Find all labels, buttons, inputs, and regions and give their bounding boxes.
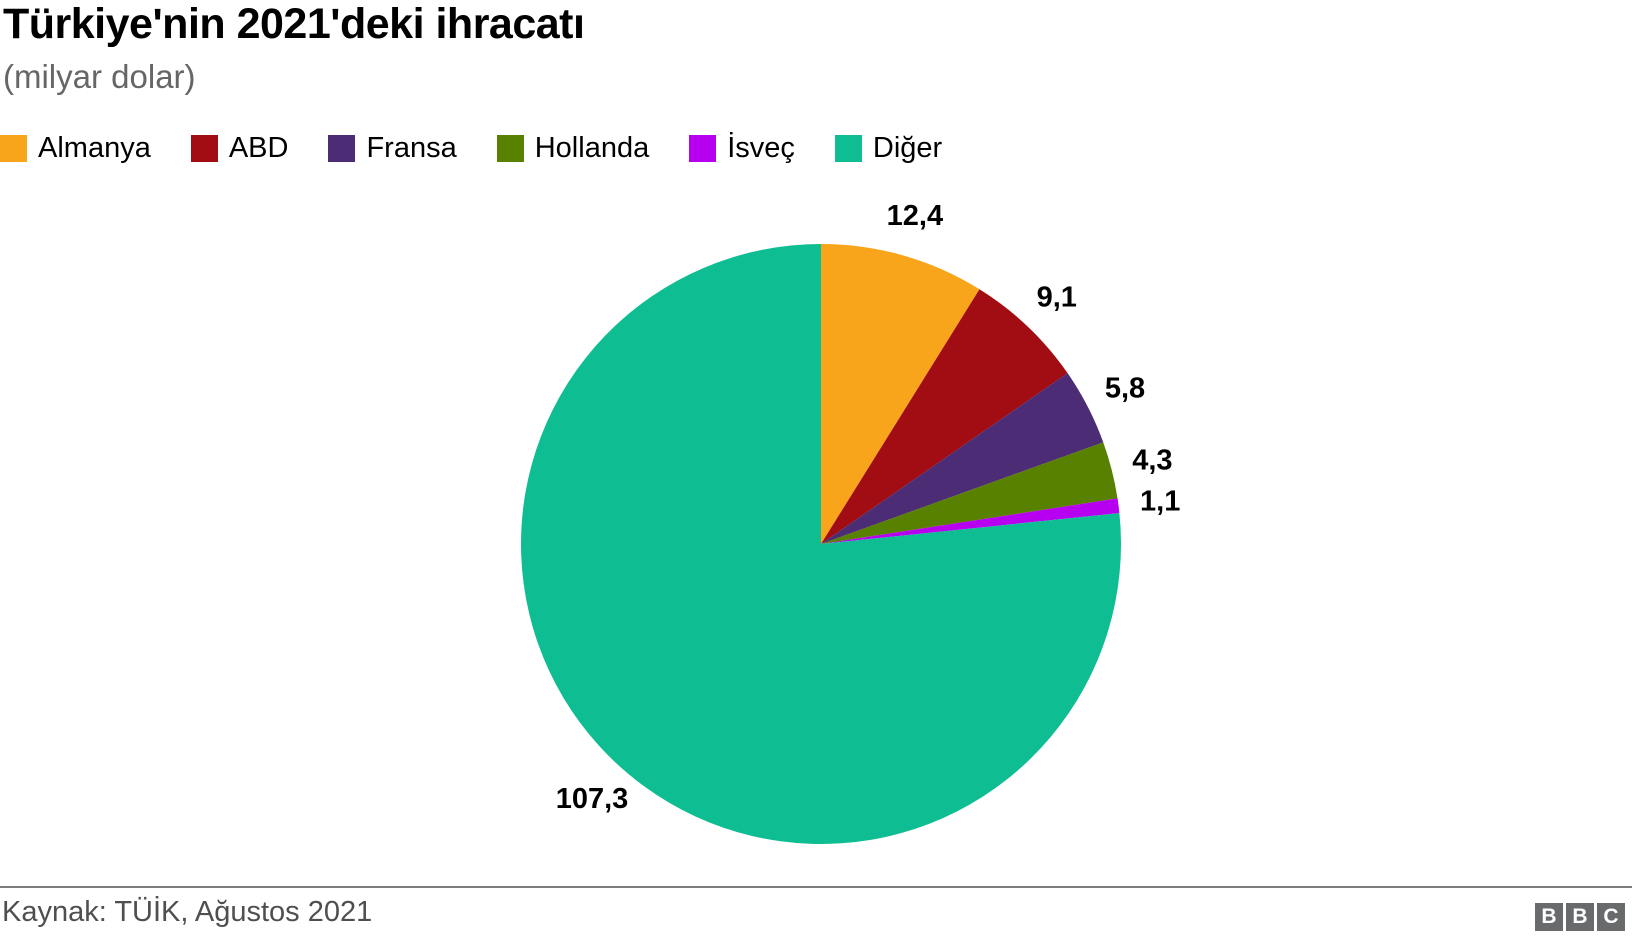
legend-label: Almanya (38, 132, 151, 164)
slice-value-label-i̇sveç: 1,1 (1140, 485, 1180, 517)
pie-slice-almanya (821, 244, 980, 544)
legend-swatch-icon (190, 135, 218, 162)
legend-item-abd: ABD (190, 132, 289, 165)
legend-swatch-icon (328, 135, 356, 162)
pie-slice-fransa (821, 373, 1104, 544)
legend-item-hollanda: Hollanda (496, 132, 650, 165)
slice-value-label-abd: 9,1 (1037, 281, 1077, 313)
legend-item-almanya: Almanya (0, 132, 151, 165)
legend-label: Hollanda (534, 132, 650, 164)
slice-value-label-diğer: 107,3 (556, 783, 629, 815)
legend-item-fransa: Fransa (328, 132, 457, 165)
legend-label: Diğer (872, 132, 943, 164)
footer-divider (0, 886, 1632, 888)
legend-label: ABD (228, 132, 289, 164)
pie-slice-i̇sveç (821, 498, 1120, 544)
legend-swatch-icon (689, 135, 717, 162)
pie-slice-hollanda (821, 442, 1118, 544)
chart-subtitle: (milyar dolar) (3, 58, 196, 95)
pie-slice-diğer (520, 244, 1121, 844)
bbc-logo-block: B (1566, 903, 1594, 931)
chart-title: Türkiye'nin 2021'deki ihracatı (3, 0, 585, 48)
legend-swatch-icon (0, 135, 27, 162)
legend-swatch-icon (834, 135, 862, 162)
legend: Almanya ABD Fransa Hollanda İsveç Diğer (0, 132, 942, 165)
bbc-logo-block: C (1597, 903, 1625, 931)
legend-label: Fransa (366, 132, 457, 164)
slice-value-label-hollanda: 4,3 (1132, 445, 1172, 477)
legend-label: İsveç (727, 132, 795, 164)
legend-item-i̇sveç: İsveç (689, 132, 795, 165)
legend-swatch-icon (496, 135, 524, 162)
slice-value-label-fransa: 5,8 (1105, 372, 1145, 404)
pie-slice-abd (821, 289, 1068, 544)
legend-item-diğer: Diğer (834, 132, 943, 165)
bbc-logo-block: B (1535, 903, 1563, 931)
source-text: Kaynak: TÜİK, Ağustos 2021 (2, 896, 373, 928)
slice-value-label-almanya: 12,4 (887, 200, 943, 232)
